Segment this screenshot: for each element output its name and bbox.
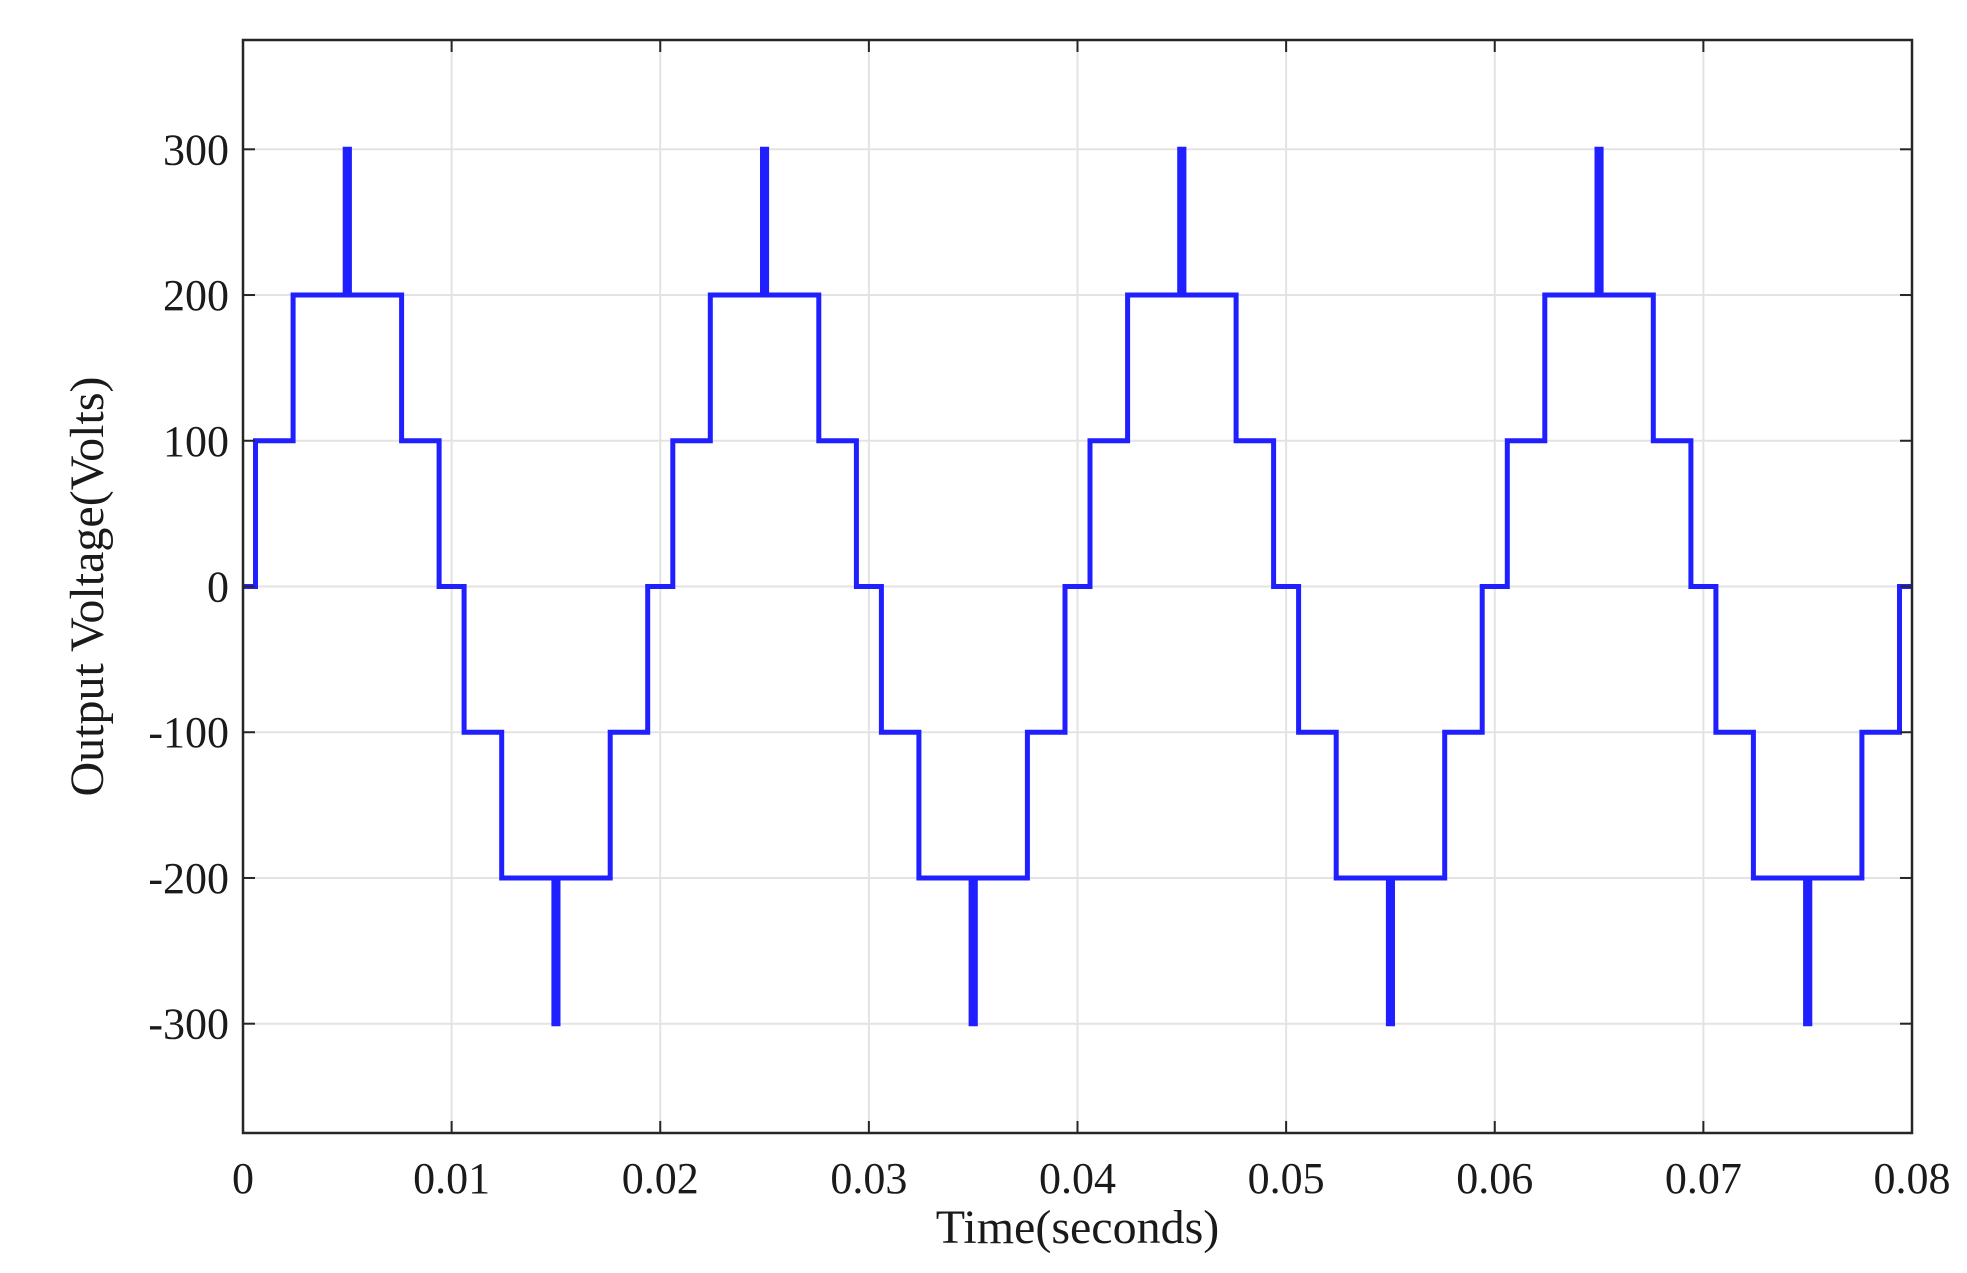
x-tick-label: 0: [232, 1154, 254, 1203]
x-tick-label: 0.02: [622, 1154, 699, 1203]
y-tick-label: 300: [163, 125, 229, 174]
x-tick-label: 0.01: [413, 1154, 490, 1203]
y-ticks: [243, 148, 1912, 1025]
y-axis-title: Output Voltage(Volts): [61, 376, 114, 796]
x-tick-labels: 0 0.01 0.02 0.03 0.04 0.05 0.06 0.07 0.08: [232, 1154, 1951, 1203]
y-tick-labels: 300 200 100 0 -100 -200 -300: [148, 125, 229, 1048]
y-tick-label: -100: [148, 708, 229, 757]
x-axis-title: Time(seconds): [936, 1201, 1220, 1254]
x-tick-label: 0.05: [1248, 1154, 1325, 1203]
x-tick-label: 0.06: [1456, 1154, 1533, 1203]
y-tick-label: -300: [148, 1000, 229, 1049]
x-tick-label: 0.07: [1665, 1154, 1742, 1203]
y-tick-label: -200: [148, 854, 229, 903]
voltage-series-line: [243, 146, 1912, 1027]
y-tick-label: 0: [207, 563, 229, 612]
x-tick-label: 0.08: [1874, 1154, 1951, 1203]
series-layer: [243, 146, 1912, 1027]
y-tick-label: 100: [163, 417, 229, 466]
x-ticks: [242, 40, 1913, 1133]
y-tick-label: 200: [163, 271, 229, 320]
x-tick-label: 0.03: [830, 1154, 907, 1203]
x-tick-label: 0.04: [1039, 1154, 1116, 1203]
